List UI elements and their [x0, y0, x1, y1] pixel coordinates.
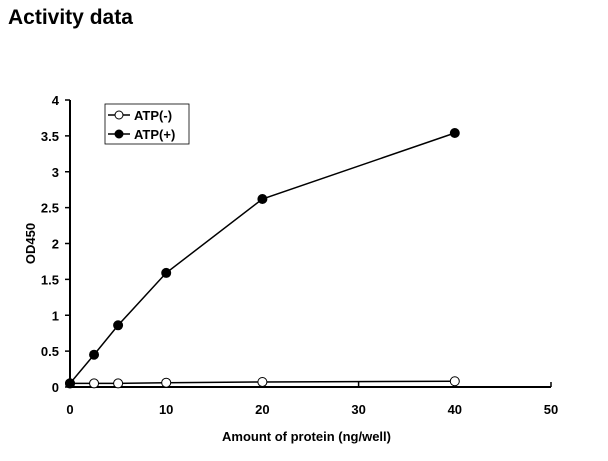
x-tick-label: 0 [66, 402, 73, 417]
x-tick-label: 20 [255, 402, 269, 417]
data-point [449, 376, 460, 387]
legend-marker [114, 110, 124, 120]
data-point [89, 349, 100, 360]
data-point [113, 378, 124, 389]
y-tick-label: 0 [52, 380, 59, 395]
data-point [449, 128, 460, 139]
y-tick-label: 4 [52, 93, 60, 108]
x-tick-label: 50 [544, 402, 558, 417]
x-tick-label: 40 [448, 402, 462, 417]
legend-marker [114, 129, 124, 139]
page-title: Activity data [8, 6, 133, 29]
y-tick-label: 0.5 [41, 344, 59, 359]
y-tick-label: 2 [52, 237, 59, 252]
y-tick-label: 1 [52, 308, 59, 323]
y-tick-label: 2.5 [41, 201, 59, 216]
y-tick-label: 3 [52, 165, 59, 180]
legend-label: ATP(-) [134, 108, 172, 123]
y-tick-label: 3.5 [41, 129, 59, 144]
y-tick-label: 1.5 [41, 272, 59, 287]
legend-label: ATP(+) [134, 127, 175, 142]
x-axis-label: Amount of protein (ng/well) [222, 429, 391, 444]
data-point [257, 194, 268, 205]
x-tick-label: 30 [351, 402, 365, 417]
data-point [65, 378, 75, 389]
data-point [113, 320, 124, 331]
data-point [257, 376, 268, 387]
data-point [161, 377, 172, 388]
series-line-1 [69, 132, 456, 384]
data-point [89, 378, 100, 389]
y-axis-label: OD450 [23, 223, 38, 264]
x-tick-label: 10 [159, 402, 173, 417]
data-point [161, 267, 172, 278]
